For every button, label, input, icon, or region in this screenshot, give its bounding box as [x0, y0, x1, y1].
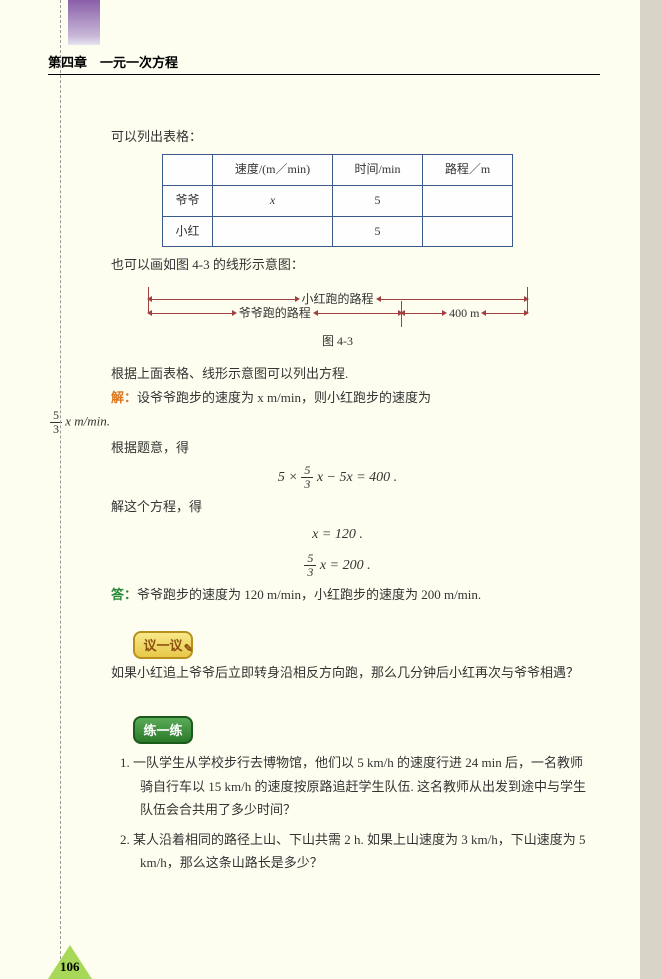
chapter-tab [68, 0, 100, 45]
jie-label: 解： [111, 390, 137, 405]
equation: 53 x = 200 . [85, 552, 590, 579]
practice-badge: 练一练 [133, 716, 193, 744]
body-text: 根据题意，得 [85, 436, 590, 459]
table-header: 时间/min [333, 155, 423, 186]
table-header: 速度/(m／min) [213, 155, 333, 186]
table-header [163, 155, 213, 186]
chapter-header: 第四章 一元一次方程 [48, 52, 600, 75]
table-cell [423, 185, 513, 216]
table-cell: 5 [333, 216, 423, 247]
answer-line: 答：爷爷跑步的速度为 120 m/min，小红跑步的速度为 200 m/min. [85, 583, 590, 606]
table-cell: 小红 [163, 216, 213, 247]
diagram-intro: 也可以画如图 4-3 的线形示意图： [85, 253, 590, 276]
diagram-caption: 图 4-3 [148, 331, 528, 353]
table-cell [213, 216, 333, 247]
solution-fraction-line: 53 x m/min. [50, 409, 590, 436]
body-text: 解这个方程，得 [85, 495, 590, 518]
equation: x = 120 . [85, 522, 590, 547]
exercise-item: 1. 一队学生从学校步行去博物馆，他们以 5 km/h 的速度行进 24 min… [120, 751, 590, 821]
diagram-label: 爷爷跑的路程 [235, 303, 315, 325]
table-cell: 爷爷 [163, 185, 213, 216]
equation: 5 × 53 x − 5x = 400 . [85, 464, 590, 491]
fraction: 53 [50, 409, 62, 436]
intro-text: 可以列出表格： [85, 125, 590, 148]
table-cell: x [213, 185, 333, 216]
solution-line: 解：设爷爷跑步的速度为 x m/min，则小红跑步的速度为 [85, 386, 590, 409]
discuss-badge: 议一议 [133, 631, 193, 659]
page-number: 106 [60, 959, 80, 975]
table-cell: 5 [333, 185, 423, 216]
body-text: 根据上面表格、线形示意图可以列出方程. [85, 362, 590, 385]
data-table: 速度/(m／min) 时间/min 路程／m 爷爷 x 5 小红 5 [162, 154, 513, 247]
line-diagram: 小红跑的路程 爷爷跑的路程 400 m 图 4-3 [148, 287, 528, 353]
table-header: 路程／m [423, 155, 513, 186]
table-cell [423, 216, 513, 247]
exercise-item: 2. 某人沿着相同的路径上山、下山共需 2 h. 如果上山速度为 3 km/h，… [120, 828, 590, 875]
da-label: 答： [111, 587, 137, 602]
